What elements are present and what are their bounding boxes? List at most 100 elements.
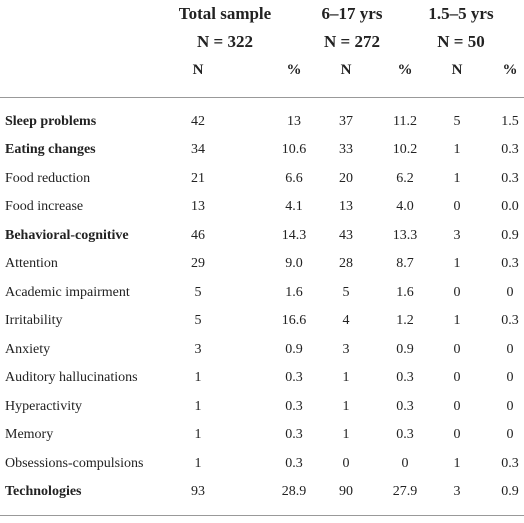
cell: 0 xyxy=(401,455,409,471)
group-n: N = 322 xyxy=(197,32,253,51)
cell: 0.3 xyxy=(501,142,519,158)
cell: 0.3 xyxy=(501,455,519,471)
row-label: Academic impairment xyxy=(5,284,130,300)
cell: 6.6 xyxy=(285,170,303,186)
cell: 3 xyxy=(342,341,350,357)
cell: 0.3 xyxy=(396,427,414,443)
row-label: Hyperactivity xyxy=(5,398,82,414)
row-label: Sleep problems xyxy=(5,114,97,129)
cell: 0.3 xyxy=(501,170,519,186)
cell: 5 xyxy=(342,284,350,300)
cell: 0.3 xyxy=(285,427,303,443)
cell: 27.9 xyxy=(392,483,418,499)
group-n: N = 50 xyxy=(437,32,485,51)
row-label: Obsessions-compulsions xyxy=(5,455,144,471)
group-title: Total sample xyxy=(178,4,272,23)
cell: 0.3 xyxy=(501,256,519,272)
cell: 0 xyxy=(453,427,461,443)
row-label: Anxiety xyxy=(5,341,51,357)
row-label: Memory xyxy=(5,427,54,443)
cell: 0.9 xyxy=(396,341,414,357)
cell: 34 xyxy=(191,142,205,158)
cell: 1 xyxy=(342,370,350,386)
row-label: Food increase xyxy=(5,199,84,215)
cell: 0 xyxy=(453,199,461,215)
column-header: N xyxy=(340,62,352,78)
cell: 0.9 xyxy=(501,227,519,243)
cell: 13 xyxy=(287,114,301,129)
cell: 46 xyxy=(191,227,205,243)
cell: 29 xyxy=(191,256,205,272)
cell: 0 xyxy=(506,427,514,443)
cell: 13 xyxy=(191,199,205,215)
cell: 1 xyxy=(453,313,461,329)
cell: 1 xyxy=(194,398,202,414)
cell: 3 xyxy=(453,483,461,499)
row-label: Auditory hallucinations xyxy=(5,370,138,386)
cell: 5 xyxy=(453,114,461,129)
cell: 21 xyxy=(191,170,205,186)
column-header: N xyxy=(451,62,463,78)
cell: 8.7 xyxy=(396,256,414,272)
column-header: N xyxy=(192,62,204,78)
cell: 0 xyxy=(342,455,350,471)
cell: 0.3 xyxy=(285,370,303,386)
cell: 4.1 xyxy=(285,199,303,215)
cell: 0 xyxy=(506,284,514,300)
cell: 42 xyxy=(191,114,205,129)
cell: 0 xyxy=(506,341,514,357)
cell: 4.0 xyxy=(396,199,414,215)
cell: 1 xyxy=(194,427,202,443)
row-label: Food reduction xyxy=(5,170,91,186)
group-title: 6–17 yrs xyxy=(321,4,383,23)
cell: 13.3 xyxy=(392,227,418,243)
cell: 9.0 xyxy=(285,256,303,272)
row-label: Irritability xyxy=(5,313,63,329)
cell: 90 xyxy=(339,483,353,499)
cell: 0.3 xyxy=(285,398,303,414)
cell: 1.2 xyxy=(396,313,414,329)
cell: 93 xyxy=(191,483,205,499)
cell: 1.6 xyxy=(285,284,303,300)
header-rule xyxy=(0,97,524,98)
column-header: % xyxy=(286,62,302,78)
row-label: Technologies xyxy=(5,483,82,499)
cell: 0 xyxy=(453,341,461,357)
cell: 0.9 xyxy=(501,483,519,499)
cell: 3 xyxy=(453,227,461,243)
cell: 1 xyxy=(342,398,350,414)
cell: 6.2 xyxy=(396,170,414,186)
cell: 1 xyxy=(453,170,461,186)
row-label: Behavioral-cognitive xyxy=(5,227,129,243)
cell: 0.9 xyxy=(285,341,303,357)
cell: 10.6 xyxy=(281,142,307,158)
row-label: Eating changes xyxy=(5,142,96,158)
column-header: % xyxy=(397,62,413,78)
cell: 11.2 xyxy=(393,114,417,129)
group-title: 1.5–5 yrs xyxy=(428,4,494,23)
cell: 28 xyxy=(339,256,353,272)
cell: 43 xyxy=(339,227,353,243)
cell: 3 xyxy=(194,341,202,357)
row-label: Attention xyxy=(5,256,58,272)
cell: 1 xyxy=(453,142,461,158)
cell: 0.0 xyxy=(501,199,519,215)
group-n: N = 272 xyxy=(324,32,380,51)
cell: 28.9 xyxy=(281,483,307,499)
cell: 5 xyxy=(194,313,202,329)
cell: 1 xyxy=(342,427,350,443)
cell: 0.3 xyxy=(285,455,303,471)
cell: 1 xyxy=(194,455,202,471)
cell: 0.3 xyxy=(396,370,414,386)
cell: 0.3 xyxy=(396,398,414,414)
cell: 0 xyxy=(453,398,461,414)
cell: 20 xyxy=(339,170,353,186)
bottom-rule xyxy=(0,515,524,516)
cell: 0 xyxy=(506,370,514,386)
column-header: % xyxy=(502,62,518,78)
cell: 16.6 xyxy=(281,313,307,329)
cell: 13 xyxy=(339,199,353,215)
cell: 4 xyxy=(342,313,350,329)
cell: 10.2 xyxy=(392,142,418,158)
